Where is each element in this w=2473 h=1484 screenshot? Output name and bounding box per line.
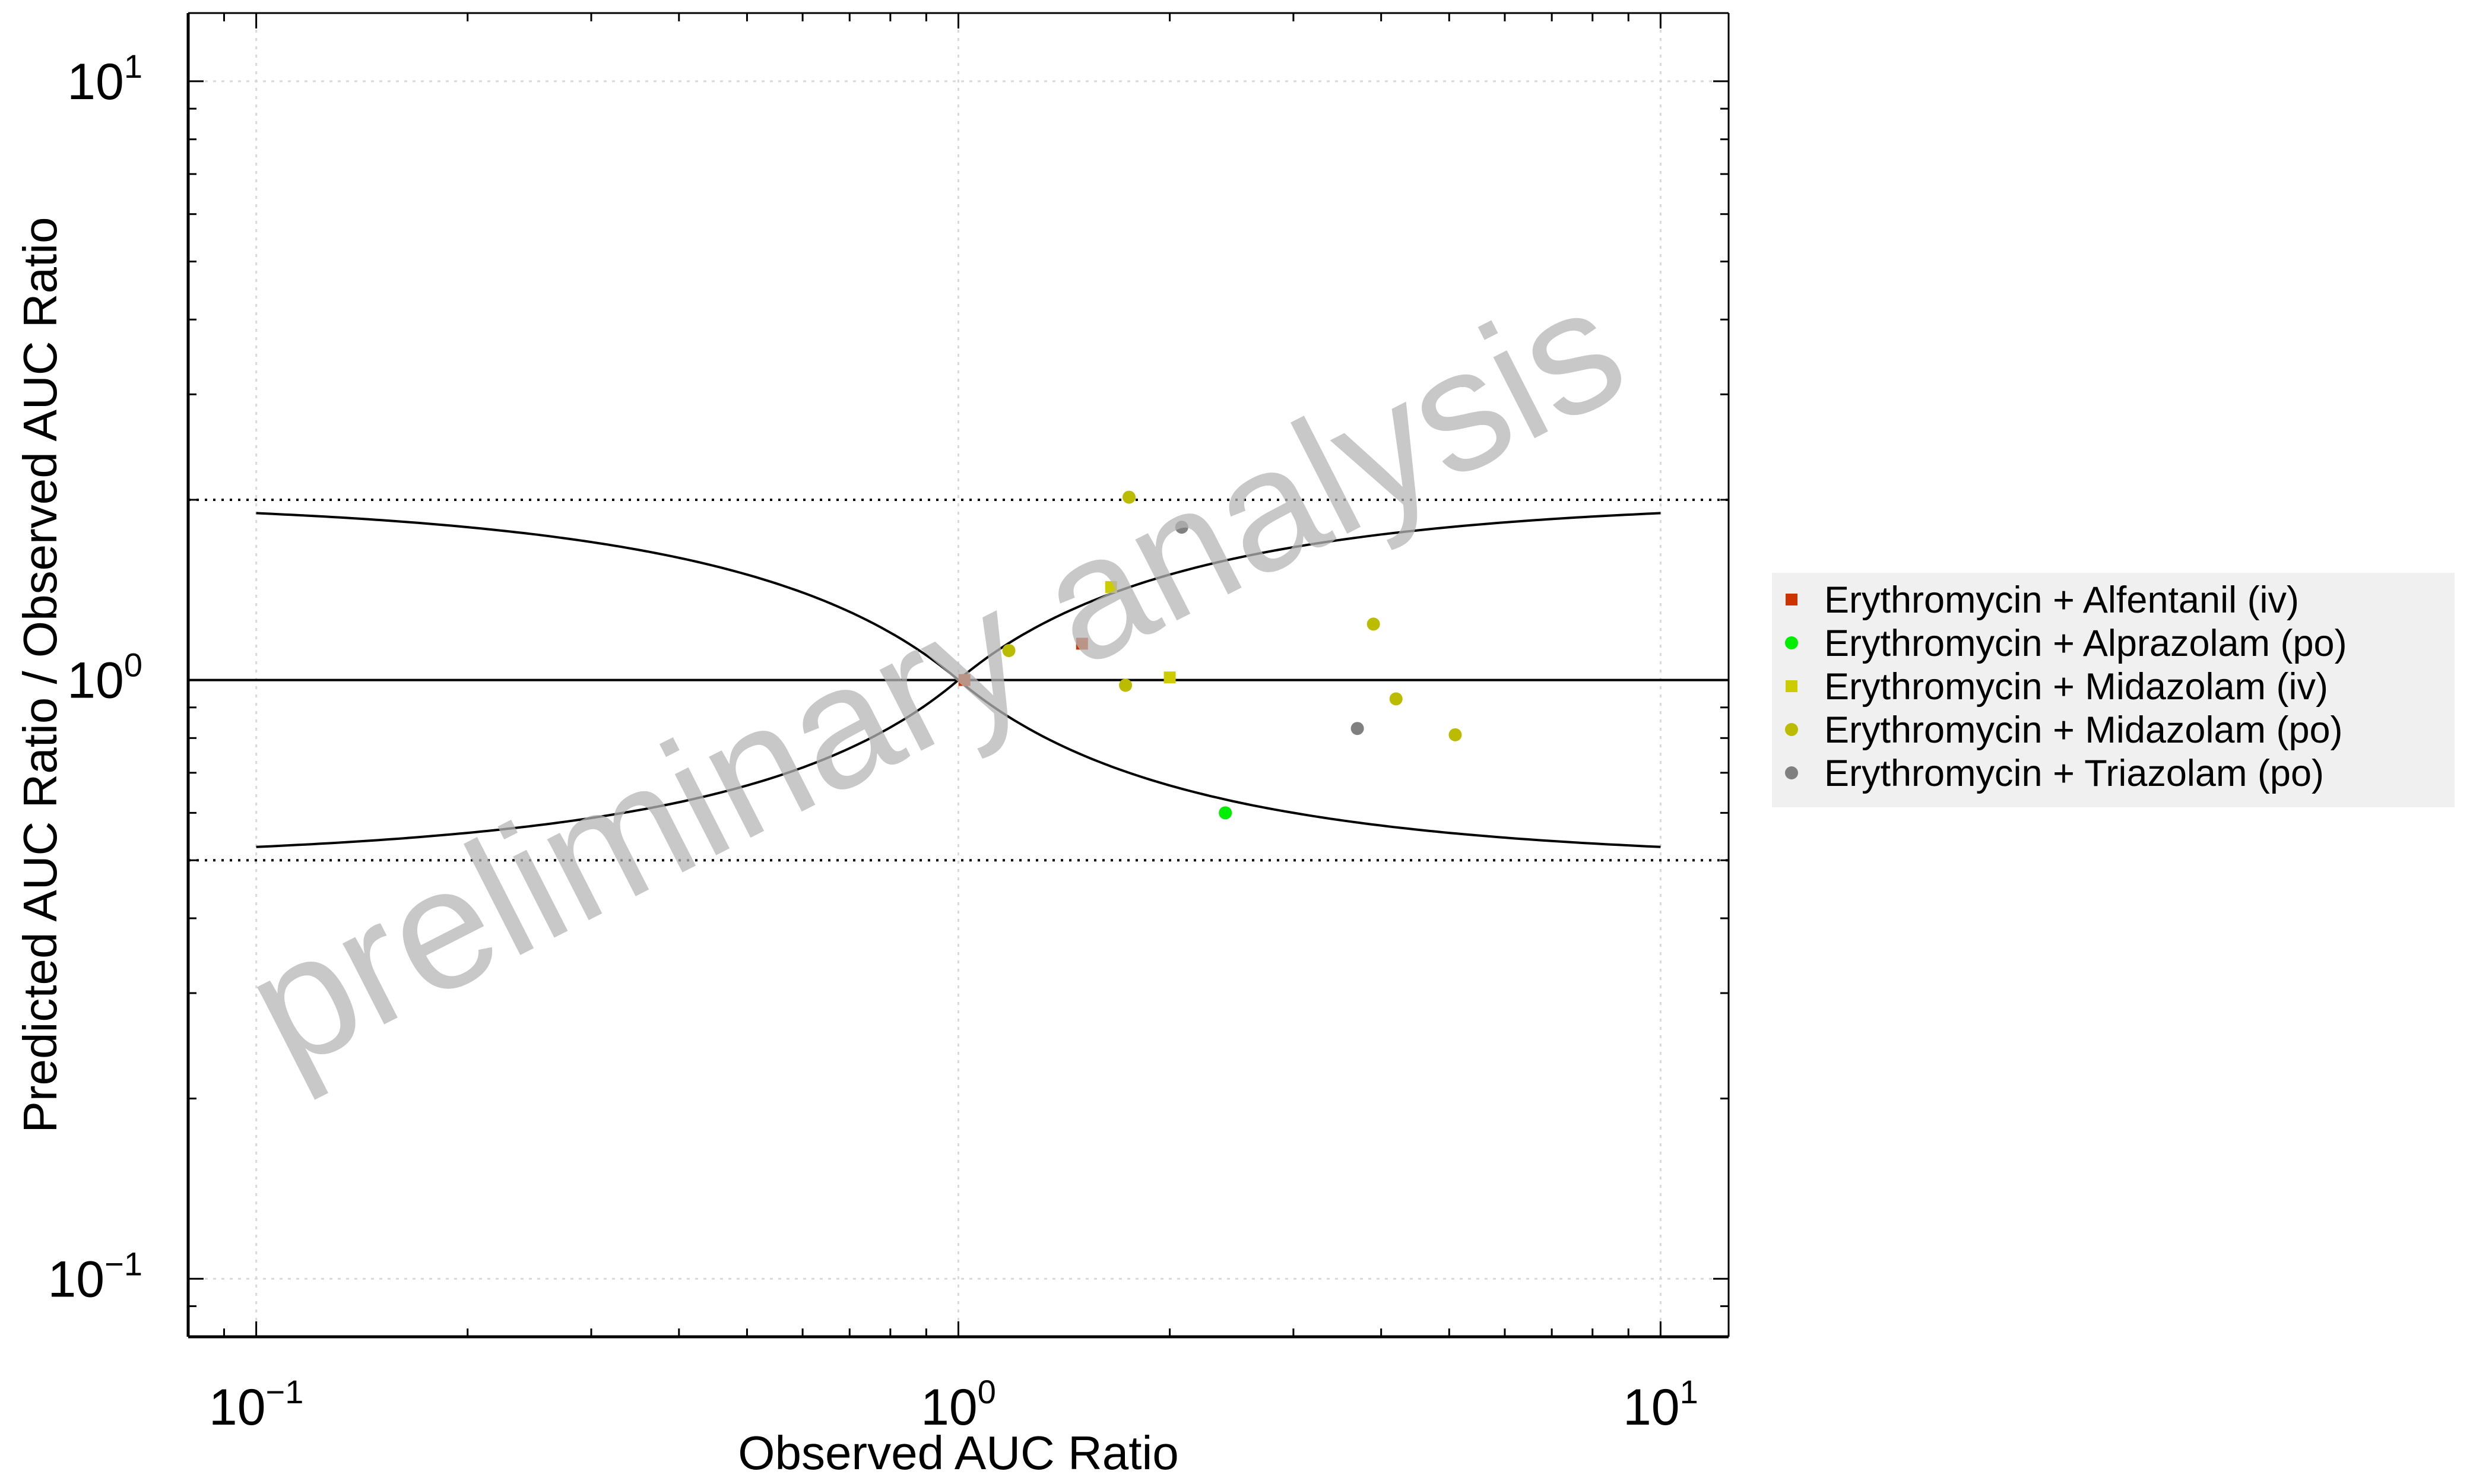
data-point (1122, 490, 1136, 504)
series-0 (958, 638, 1088, 686)
x-tick-label: 100 (921, 1373, 996, 1436)
x-axis-title: Observed AUC Ratio (738, 1426, 1179, 1479)
data-points (958, 490, 1462, 820)
reference-lines (188, 498, 1729, 862)
legend-marker (1786, 680, 1797, 692)
tick-labels: 10−1 100 101 10−1 100 101 (47, 47, 1698, 1436)
data-point (1350, 722, 1364, 735)
series-3 (1002, 490, 1462, 741)
y-tick-label: 100 (67, 646, 142, 709)
data-point (1389, 692, 1403, 706)
legend-marker (1786, 594, 1797, 605)
legend-marker (1785, 766, 1798, 779)
data-point (1219, 806, 1232, 820)
data-point (1105, 581, 1117, 593)
data-point (1175, 521, 1188, 534)
series-4 (1175, 521, 1364, 735)
legend-marker (1785, 723, 1798, 736)
legend-box (1772, 573, 2455, 807)
data-point (1367, 617, 1380, 631)
axis-ticks (187, 13, 1729, 1338)
y-tick-label: 10−1 (47, 1245, 142, 1308)
x-tick-label: 10−1 (209, 1373, 304, 1436)
data-point (1448, 728, 1462, 741)
data-point (1163, 671, 1176, 684)
legend-label: Erythromycin + Midazolam (po) (1824, 709, 2343, 751)
legend-label: Erythromycin + Alfentanil (iv) (1824, 579, 2299, 621)
legend-label: Erythromycin + Triazolam (po) (1824, 753, 2324, 794)
data-point (1119, 678, 1133, 692)
series-2 (1105, 581, 1176, 684)
y-tick-label: 101 (67, 47, 142, 110)
guest-limit-lower (256, 512, 1661, 848)
data-point (1002, 643, 1016, 657)
series-1 (1219, 806, 1232, 820)
y-axis-title: Predicted AUC Ratio / Observed AUC Ratio (14, 217, 66, 1133)
data-point (958, 674, 971, 686)
legend: Erythromycin + Alfentanil (iv)Erythromyc… (1772, 573, 2455, 807)
legend-label: Erythromycin + Midazolam (iv) (1824, 666, 2328, 708)
legend-label: Erythromycin + Alprazolam (po) (1824, 623, 2347, 664)
x-tick-label: 101 (1623, 1373, 1698, 1436)
legend-marker (1785, 636, 1798, 649)
data-point (1076, 638, 1088, 650)
